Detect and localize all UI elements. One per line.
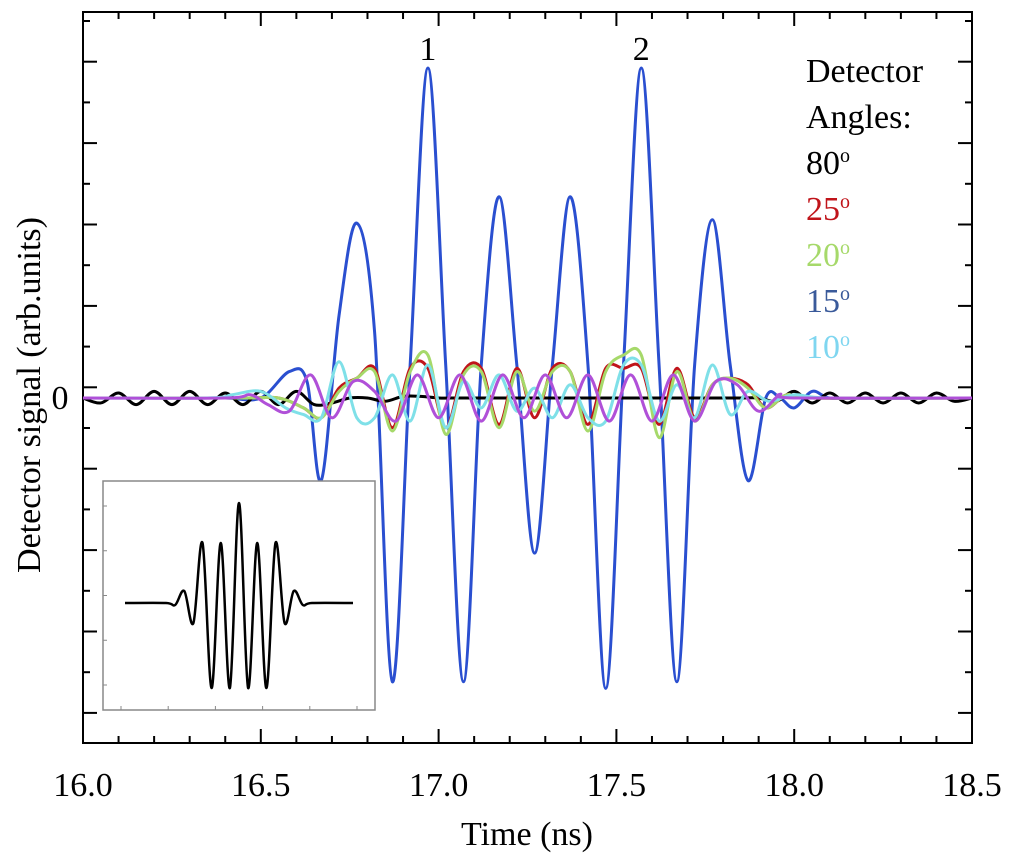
- legend-title-line1: Detector: [806, 53, 924, 90]
- inset-panel: [102, 480, 376, 711]
- legend-entry-value: 20: [806, 237, 840, 274]
- legend-entry-15: 15o: [806, 283, 850, 320]
- x-tick-label: 18.5: [942, 767, 1002, 804]
- legend-title-line2: Angles:: [806, 99, 912, 136]
- peak-label-1: 1: [419, 31, 436, 68]
- x-tick-label: 17.0: [409, 767, 469, 804]
- x-tick-label: 16.0: [53, 767, 113, 804]
- series-line-15: [82, 373, 973, 423]
- inset-line: [124, 501, 354, 690]
- legend-entry-value: 25: [806, 191, 840, 228]
- legend-entry-degree: o: [840, 237, 850, 259]
- y-axis-ticks: [83, 20, 972, 714]
- series-line-10: [82, 356, 973, 430]
- x-tick-label: 16.5: [231, 767, 291, 804]
- legend-entry-degree: o: [840, 191, 850, 213]
- legend-entry-value: 10: [806, 329, 840, 366]
- y-axis-label: Detector signal (arb.units): [11, 217, 48, 573]
- x-tick-label: 17.5: [587, 767, 647, 804]
- series-line-blue: [83, 66, 972, 690]
- legend-entry-degree: o: [840, 283, 850, 305]
- peak-label-2: 2: [633, 31, 650, 68]
- x-axis-label: Time (ns): [461, 816, 593, 853]
- legend-entry-80: 80o: [806, 145, 850, 182]
- x-axis-ticks: 16.0 16.5 17.0 17.5 18.0 18.5: [53, 12, 1002, 804]
- legend-entry-value: 80: [806, 145, 840, 182]
- series-layer: [82, 66, 973, 690]
- legend-entry-10: 10o: [806, 329, 850, 366]
- legend-entry-degree: o: [840, 145, 850, 167]
- legend-entry-20: 20o: [806, 237, 850, 274]
- plot-frame: [82, 11, 973, 744]
- y-zero-label: 0: [52, 380, 69, 417]
- legend-entry-25: 25o: [806, 191, 850, 228]
- x-tick-label: 18.0: [764, 767, 824, 804]
- legend-entry-value: 15: [806, 283, 840, 320]
- legend-entry-degree: o: [840, 329, 850, 351]
- inset-frame: [102, 480, 376, 711]
